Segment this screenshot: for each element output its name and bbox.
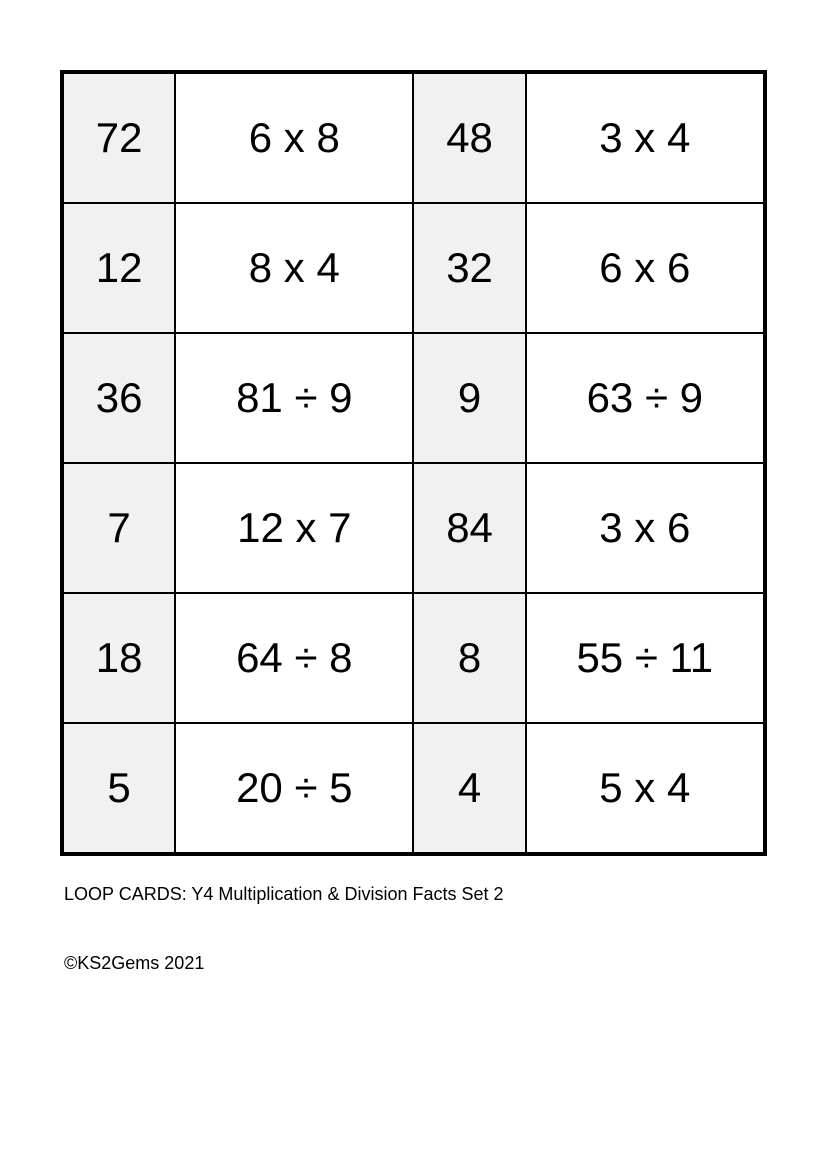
answer-cell: 36	[63, 333, 175, 463]
table-row: 12 8 x 4 32 6 x 6	[63, 203, 764, 333]
answer-cell: 4	[413, 723, 525, 853]
question-cell: 63 ÷ 9	[526, 333, 764, 463]
question-cell: 6 x 6	[526, 203, 764, 333]
answer-cell: 32	[413, 203, 525, 333]
answer-cell: 12	[63, 203, 175, 333]
question-cell: 8 x 4	[175, 203, 413, 333]
question-cell: 81 ÷ 9	[175, 333, 413, 463]
question-cell: 55 ÷ 11	[526, 593, 764, 723]
answer-cell: 8	[413, 593, 525, 723]
question-cell: 64 ÷ 8	[175, 593, 413, 723]
answer-cell: 48	[413, 73, 525, 203]
question-cell: 20 ÷ 5	[175, 723, 413, 853]
question-cell: 12 x 7	[175, 463, 413, 593]
table-row: 72 6 x 8 48 3 x 4	[63, 73, 764, 203]
answer-cell: 7	[63, 463, 175, 593]
table-row: 7 12 x 7 84 3 x 6	[63, 463, 764, 593]
question-cell: 3 x 4	[526, 73, 764, 203]
question-cell: 6 x 8	[175, 73, 413, 203]
answer-cell: 84	[413, 463, 525, 593]
question-cell: 5 x 4	[526, 723, 764, 853]
answer-cell: 72	[63, 73, 175, 203]
answer-cell: 5	[63, 723, 175, 853]
loop-cards-table: 72 6 x 8 48 3 x 4 12 8 x 4 32 6 x 6 36 8…	[60, 70, 767, 856]
worksheet-subtitle: LOOP CARDS: Y4 Multiplication & Division…	[64, 884, 767, 905]
answer-cell: 9	[413, 333, 525, 463]
table-row: 5 20 ÷ 5 4 5 x 4	[63, 723, 764, 853]
answer-cell: 18	[63, 593, 175, 723]
table-row: 18 64 ÷ 8 8 55 ÷ 11	[63, 593, 764, 723]
page-container: 72 6 x 8 48 3 x 4 12 8 x 4 32 6 x 6 36 8…	[0, 0, 827, 974]
table-row: 36 81 ÷ 9 9 63 ÷ 9	[63, 333, 764, 463]
question-cell: 3 x 6	[526, 463, 764, 593]
copyright-text: ©KS2Gems 2021	[64, 953, 767, 974]
